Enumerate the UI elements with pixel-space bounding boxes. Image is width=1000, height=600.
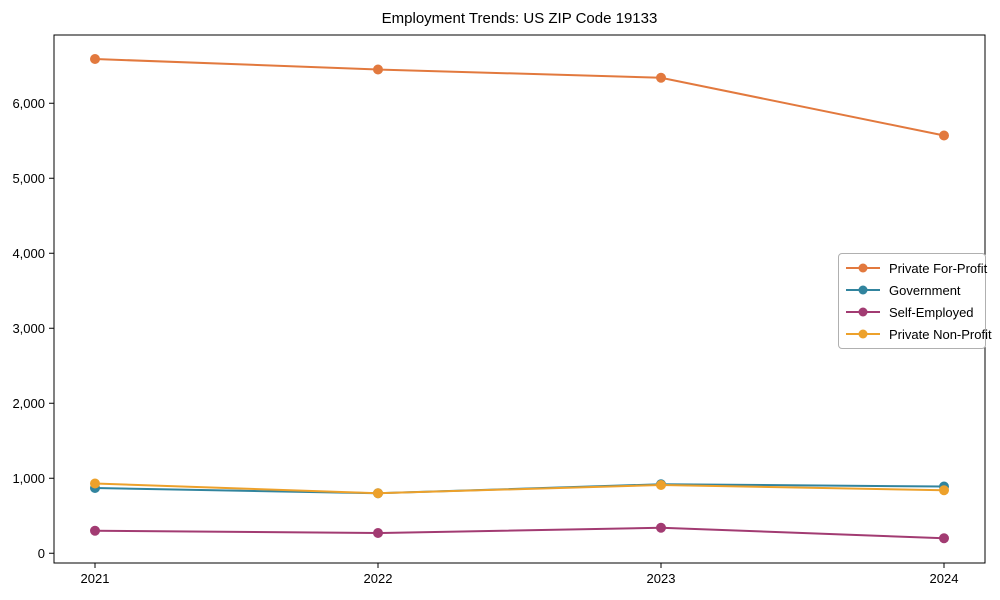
data-point-private-for-profit-2022: [373, 64, 383, 75]
legend-line-marker-icon: [846, 329, 880, 339]
y-axis-tick-label: 0: [38, 546, 45, 561]
y-axis-tick-label: 6,000: [12, 96, 45, 111]
y-axis-tick-label: 1,000: [12, 471, 45, 486]
y-axis-tick-label: 2,000: [12, 396, 45, 411]
legend-entry-self-employed: Self-Employed: [845, 305, 979, 320]
data-point-private-for-profit-2024: [939, 130, 949, 141]
series-line-private-non-profit: [94, 482, 945, 495]
legend-line-marker-icon: [846, 285, 880, 295]
x-axis-tick-label: 2021: [81, 571, 110, 586]
data-point-self-employed-2021: [90, 525, 100, 536]
series-line-self-employed: [94, 526, 945, 540]
legend-label: Private For-Profit: [889, 260, 988, 276]
legend: Private For-Profit Government Self-Emplo…: [838, 253, 992, 349]
y-axis-tick-label: 4,000: [12, 246, 45, 261]
y-axis-tick-label: 3,000: [12, 321, 45, 336]
x-axis-tick-label: 2024: [930, 571, 959, 586]
legend-line-marker-icon: [846, 307, 880, 317]
legend-entry-private-non-profit: Private Non-Profit: [845, 327, 992, 342]
data-point-self-employed-2022: [373, 528, 383, 538]
legend-entry-government: Government: [845, 283, 979, 298]
legend-entry-private-for-profit: Private For-Profit: [845, 261, 987, 276]
data-point-private-non-profit-2022: [373, 488, 383, 499]
series-line-private-for-profit: [94, 58, 945, 137]
data-point-private-non-profit-2021: [90, 478, 100, 489]
chart-title: Employment Trends: US ZIP Code 19133: [381, 10, 658, 27]
legend-line-marker-icon: [846, 263, 880, 273]
legend-label: Government: [889, 282, 961, 298]
x-axis-tick-label: 2023: [647, 571, 676, 586]
data-point-self-employed-2023: [656, 522, 666, 533]
legend-label: Self-Employed: [889, 304, 974, 320]
data-point-private-for-profit-2023: [656, 72, 666, 83]
x-axis-tick-label: 2022: [364, 571, 393, 586]
legend-label: Private Non-Profit: [889, 326, 992, 342]
data-point-private-non-profit-2023: [656, 480, 666, 490]
data-point-self-employed-2024: [939, 533, 949, 544]
data-point-private-for-profit-2021: [90, 54, 100, 64]
y-axis-tick-label: 5,000: [12, 171, 45, 186]
data-point-private-non-profit-2024: [939, 485, 949, 496]
